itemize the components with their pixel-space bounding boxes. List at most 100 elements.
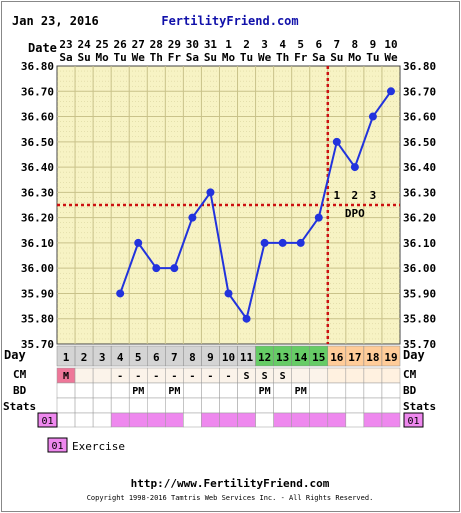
- temperature-point: [152, 264, 161, 273]
- exercise-cell: [128, 412, 148, 428]
- y-tick-label: 36.30: [403, 186, 436, 199]
- stats-cell: [381, 397, 401, 414]
- dpo-number: 3: [370, 189, 377, 202]
- temperature-point: [386, 87, 395, 96]
- y-tick-label: 36.40: [21, 161, 54, 174]
- cycle-day-number: 9: [207, 351, 214, 364]
- footer-url[interactable]: http://www.FertilityFriend.com: [131, 477, 330, 490]
- exercise-row: [56, 412, 401, 428]
- date-day-number: 10: [384, 38, 397, 51]
- y-tick-label: 36.50: [403, 136, 436, 149]
- date-day-number: 31: [204, 38, 218, 51]
- y-tick-label: 36.00: [21, 262, 54, 275]
- footer-copyright: Copyright 1998-2016 Tamtris Web Services…: [87, 494, 374, 502]
- cycle-day-number: 14: [294, 351, 308, 364]
- cm-cell: [74, 367, 94, 384]
- bd-row: PM PM PM PM: [56, 382, 401, 399]
- cycle-day-number: 19: [384, 351, 397, 364]
- cycle-day-number: 15: [312, 351, 325, 364]
- legend-exercise-code: 01: [51, 441, 63, 452]
- exercise-cell: [255, 412, 274, 428]
- legend-exercise-label: Exercise: [72, 440, 125, 453]
- date-day-number: 4: [279, 38, 286, 51]
- date-day-number: 30: [186, 38, 199, 51]
- cm-value: -: [225, 371, 231, 382]
- cm-value: -: [153, 371, 159, 382]
- day-label-right: Day: [403, 348, 425, 362]
- y-tick-label: 36.80: [403, 60, 436, 73]
- bd-cell: [147, 382, 166, 399]
- cm-value: S: [244, 371, 250, 382]
- bd-value: PM: [168, 386, 180, 397]
- date-weekday: Mo: [96, 51, 110, 64]
- exercise-cell: [309, 412, 329, 428]
- date-weekday: Sa: [312, 51, 325, 64]
- date-weekday: Sa: [186, 51, 199, 64]
- date-day-number: 29: [168, 38, 181, 51]
- y-tick-label: 35.90: [403, 287, 436, 300]
- date-weekday: Th: [150, 51, 163, 64]
- temperature-point: [242, 314, 251, 323]
- exercise-cell: [183, 412, 202, 428]
- date-day-number: 26: [114, 38, 128, 51]
- y-tick-label: 36.00: [403, 262, 436, 275]
- cm-cell: [345, 367, 365, 384]
- cm-cell: [291, 367, 310, 384]
- bd-cell: [56, 382, 76, 399]
- exercise-cell: [273, 412, 292, 428]
- exercise-cell: [165, 412, 184, 428]
- date-header-row: 23Sa24Su25Mo26Tu27We28Th29Fr30Sa31Su1Mo2…: [59, 38, 398, 64]
- y-axis-left: 36.80 36.70 36.60 36.50 36.40 36.30 36.20 36.10…: [21, 60, 54, 351]
- date-weekday: Tu: [366, 51, 379, 64]
- temperature-series: [116, 87, 395, 323]
- coverline-group: [57, 66, 400, 344]
- dpo-number: 1: [334, 189, 341, 202]
- temperature-point: [206, 188, 215, 197]
- dpo-label: DPO: [345, 207, 365, 220]
- date-weekday: Tu: [240, 51, 253, 64]
- y-tick-label: 36.60: [403, 111, 436, 124]
- y-tick-label: 35.90: [21, 287, 54, 300]
- stats-row: [56, 397, 401, 414]
- stats-cell: [309, 397, 329, 414]
- date-row-label: Date: [28, 41, 57, 55]
- cm-value: -: [189, 371, 195, 382]
- date-day-number: 23: [59, 38, 72, 51]
- exercise-cell: [237, 412, 256, 428]
- date-weekday: Mo: [222, 51, 236, 64]
- cycle-day-number: 11: [240, 351, 254, 364]
- date-weekday: Su: [330, 51, 343, 64]
- cm-value: -: [135, 371, 141, 382]
- date-weekday: Th: [276, 51, 289, 64]
- temperature-point: [224, 289, 233, 298]
- exercise-cell: [219, 412, 238, 428]
- site-title[interactable]: FertilityFriend.com: [161, 14, 298, 28]
- cycle-day-number: 6: [153, 351, 160, 364]
- y-tick-label: 36.40: [403, 161, 436, 174]
- exercise-cell: [363, 412, 383, 428]
- stats-code-right-box: [403, 412, 424, 428]
- date-weekday: Fr: [294, 51, 308, 64]
- cycle-day-number: 1: [63, 351, 70, 364]
- date-day-number: 6: [315, 38, 322, 51]
- plot-area: [56, 65, 401, 345]
- bd-value: PM: [259, 386, 271, 397]
- y-tick-label: 35.70: [403, 338, 436, 351]
- stats-cell: [165, 397, 184, 414]
- stats-cell: [237, 397, 256, 414]
- y-tick-label: 36.10: [21, 237, 54, 250]
- bd-cell: [327, 382, 347, 399]
- y-tick-label: 36.80: [21, 60, 54, 73]
- stats-cell: [345, 397, 365, 414]
- y-tick-label: 35.80: [21, 313, 54, 326]
- cycle-day-row: 1 2 3 4 5 6 7 8 9 10 11 12 13 14 15 16 17 18 19: [56, 345, 401, 367]
- y-tick-label: 36.20: [403, 212, 436, 225]
- temperature-point: [278, 238, 287, 247]
- temperature-point: [116, 289, 125, 298]
- stats-cell: [273, 397, 292, 414]
- stats-code-left: 01: [41, 416, 53, 427]
- cycle-day-number: 2: [81, 351, 88, 364]
- y-tick-label: 35.80: [403, 313, 436, 326]
